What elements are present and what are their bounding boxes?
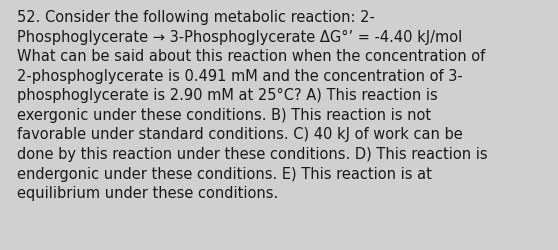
Text: 52. Consider the following metabolic reaction: 2-
Phosphoglycerate → 3-Phosphogl: 52. Consider the following metabolic rea… [17, 10, 487, 200]
